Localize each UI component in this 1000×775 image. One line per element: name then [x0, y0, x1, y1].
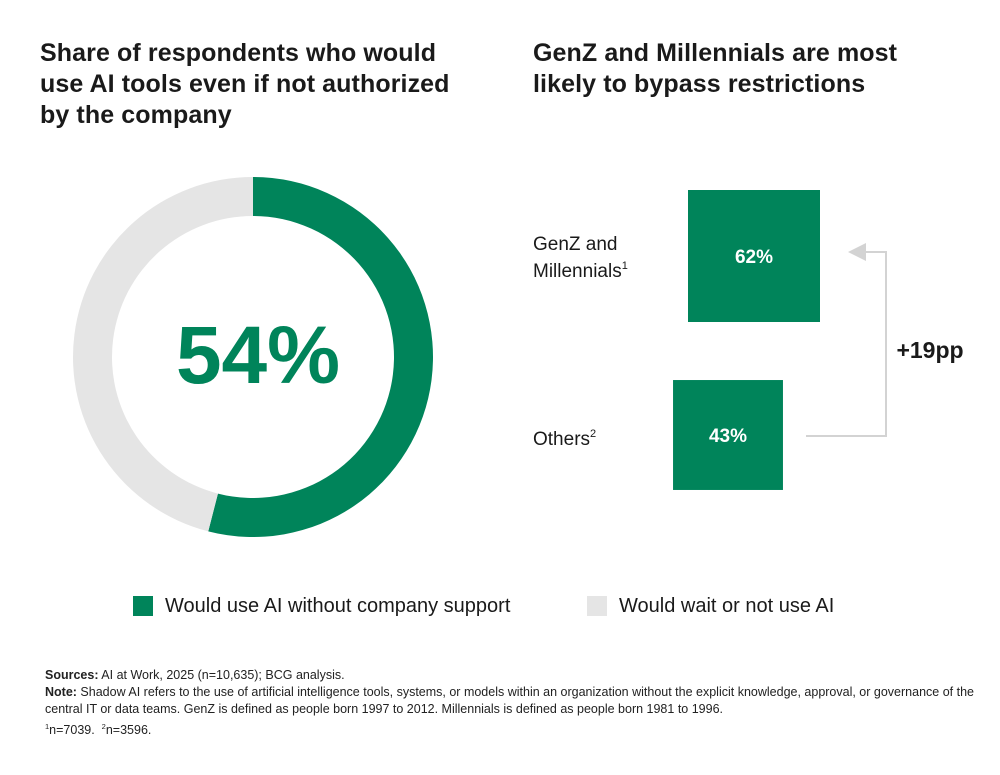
footnotes: Sources: AI at Work, 2025 (n=10,635); BC… [45, 667, 975, 739]
donut-chart [73, 177, 434, 538]
category-label-0: GenZ and Millennials1 [533, 234, 628, 282]
difference-label: +19pp [896, 337, 963, 363]
footnote-n: 1n=7039. 2n=3596. [45, 722, 152, 738]
charts-canvas: 54% 62% 43% GenZ and Millennials1 Others2 +19… [73, 177, 964, 538]
left-chart-title: Share of respondents who would use AI to… [40, 38, 480, 131]
legend-item-wait: Would wait or not use AI [587, 594, 834, 618]
note-line: Note: Shadow AI refers to the use of art… [45, 685, 974, 716]
legend-swatch-gray [587, 596, 607, 616]
sources-line: Sources: AI at Work, 2025 (n=10,635); BC… [45, 668, 345, 682]
bar-value-label-1: 43% [709, 426, 747, 447]
right-title-line: GenZ and Millennials are most [533, 39, 898, 67]
left-title-line: by the company [40, 101, 232, 129]
left-title-line: use AI tools even if not authorized [40, 70, 450, 98]
legend-swatch-green [133, 596, 153, 616]
legend-item-use-ai: Would use AI without company support [133, 594, 510, 618]
donut-slice-1 [73, 177, 253, 532]
bar-chart: 62% 43% GenZ and Millennials1 Others2 +19pp [533, 190, 964, 490]
legend-label: Would wait or not use AI [619, 595, 835, 617]
bar-1 [673, 380, 783, 490]
left-title-line: Share of respondents who would [40, 39, 437, 67]
right-title-line: likely to bypass restrictions [533, 70, 866, 98]
arrow-head-icon [848, 243, 866, 261]
difference-connector [806, 251, 887, 437]
donut-slice-0 [208, 177, 434, 538]
category-label-1: Others2 [533, 428, 596, 450]
bar-value-label-0: 62% [735, 247, 773, 268]
bar-0 [688, 190, 820, 322]
right-chart-title: GenZ and Millennials are most likely to … [533, 38, 973, 100]
donut-center-label: 54% [176, 310, 340, 401]
legend-label: Would use AI without company support [165, 595, 511, 617]
